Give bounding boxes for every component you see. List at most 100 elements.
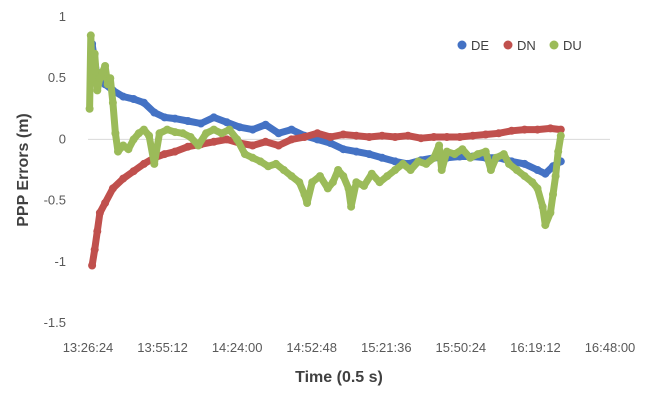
- data-point: [437, 166, 446, 174]
- data-point: [287, 125, 296, 134]
- data-point: [554, 147, 563, 156]
- series-dn-trace: [88, 124, 565, 269]
- data-point: [300, 190, 309, 199]
- data-point: [160, 113, 169, 122]
- y-axis-title: PPP Errors (m): [15, 113, 32, 227]
- data-point: [264, 162, 273, 171]
- data-point: [512, 166, 521, 174]
- data-point: [124, 145, 133, 154]
- legend-label: DU: [563, 38, 582, 53]
- data-point: [538, 202, 547, 211]
- data-point: [209, 137, 218, 146]
- x-tick-label: 15:21:36: [361, 340, 412, 355]
- data-point: [442, 147, 451, 156]
- data-point: [145, 131, 154, 140]
- data-point: [300, 133, 309, 141]
- legend-marker: [549, 40, 559, 50]
- legend-marker: [503, 40, 513, 50]
- data-point: [171, 128, 179, 137]
- data-point: [233, 135, 242, 144]
- data-point: [352, 147, 361, 156]
- data-point: [339, 172, 348, 181]
- x-tick-label: 16:19:12: [510, 340, 561, 355]
- data-point: [541, 169, 550, 178]
- data-point: [222, 118, 231, 127]
- y-axis-ticks: 1 0.5 0 -0.5 -1 -1.5: [44, 9, 66, 330]
- data-point: [139, 159, 148, 168]
- data-point: [171, 147, 179, 156]
- legend-item-dn: DN: [503, 38, 536, 53]
- data-point: [492, 153, 501, 162]
- data-point: [119, 174, 128, 183]
- x-tick-label: 13:26:24: [63, 340, 114, 355]
- data-point: [240, 150, 249, 159]
- data-point: [303, 199, 312, 207]
- data-point: [404, 131, 412, 140]
- y-tick-label: -1.5: [44, 315, 66, 330]
- data-point: [398, 159, 407, 168]
- data-point: [466, 153, 475, 162]
- data-point: [308, 178, 317, 187]
- data-point: [505, 159, 513, 168]
- x-tick-label: 16:48:00: [585, 340, 636, 355]
- data-point: [139, 98, 148, 107]
- data-point: [160, 150, 169, 159]
- data-point: [383, 172, 392, 181]
- y-tick-label: -0.5: [44, 193, 66, 208]
- data-point: [499, 150, 508, 159]
- data-point: [391, 166, 400, 174]
- data-point: [217, 129, 226, 138]
- data-point: [108, 184, 117, 193]
- data-point: [507, 126, 516, 135]
- data-point: [171, 114, 179, 123]
- data-point: [222, 135, 231, 144]
- data-point: [328, 178, 337, 187]
- data-point: [272, 159, 280, 168]
- data-point: [365, 150, 374, 159]
- data-point: [414, 157, 423, 166]
- data-point: [129, 95, 138, 103]
- data-point: [334, 166, 343, 174]
- data-point: [261, 120, 270, 129]
- data-point: [520, 125, 529, 134]
- data-point: [417, 134, 425, 143]
- data-point: [209, 113, 218, 122]
- y-tick-label: 0: [59, 131, 66, 146]
- data-point: [248, 141, 257, 150]
- data-point: [101, 199, 110, 207]
- data-point: [422, 159, 431, 168]
- legend-item-du: DU: [549, 38, 582, 53]
- data-point: [533, 184, 542, 193]
- data-point: [178, 129, 187, 138]
- data-point: [473, 150, 482, 159]
- data-point: [103, 80, 112, 89]
- data-point: [114, 147, 122, 156]
- data-point: [209, 125, 218, 134]
- data-point: [326, 133, 335, 141]
- data-point: [375, 178, 384, 187]
- data-point: [183, 142, 192, 151]
- series-du: [85, 31, 565, 230]
- data-point: [378, 153, 387, 162]
- data-point: [339, 130, 348, 139]
- x-axis-title: Time (0.5 s): [295, 369, 383, 386]
- data-point: [378, 131, 387, 140]
- data-point: [139, 125, 148, 134]
- x-tick-label: 14:24:00: [212, 340, 263, 355]
- data-point: [95, 208, 104, 217]
- data-point: [494, 129, 503, 138]
- data-point: [556, 131, 565, 140]
- data-point: [347, 202, 356, 211]
- data-point: [520, 172, 529, 181]
- data-point: [295, 178, 304, 187]
- data-point: [435, 141, 444, 150]
- data-point: [442, 133, 451, 141]
- data-point: [95, 74, 104, 83]
- data-point: [90, 49, 99, 58]
- data-point: [186, 133, 195, 141]
- data-point: [367, 169, 376, 178]
- data-point: [150, 108, 159, 117]
- data-point: [450, 150, 459, 159]
- data-point: [88, 74, 97, 83]
- data-point: [533, 166, 542, 174]
